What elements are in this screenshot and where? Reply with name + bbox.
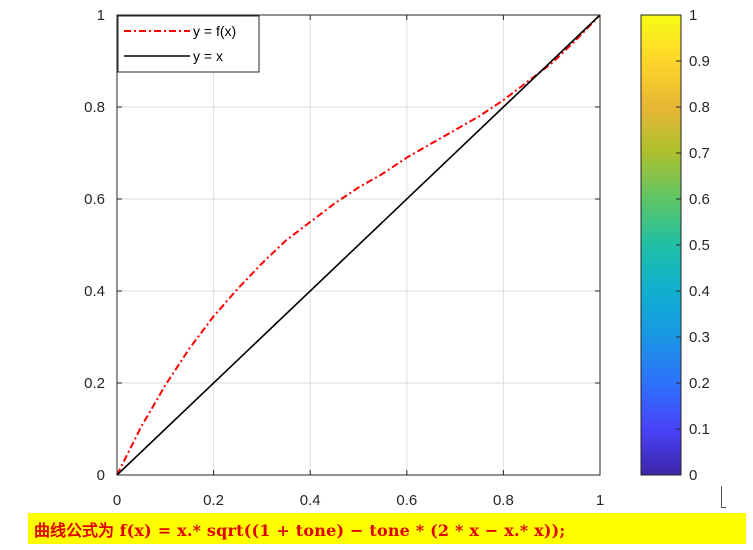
caption-formula: f(x) = x.* sqrt((1 + tone) − tone * (2 *… — [119, 521, 566, 540]
x-tick-label: 0.2 — [203, 492, 224, 509]
legend-box — [117, 15, 260, 73]
axes-box — [116, 14, 601, 476]
colorbar-tick-label: 0.7 — [689, 145, 710, 162]
legend-label: y = x — [193, 48, 223, 64]
plot-area: 0 0.2 0.4 0.6 0.8 1 0 0.2 0.4 0.6 0.8 1 — [84, 7, 604, 509]
colorbar-tick-label: 0.6 — [689, 191, 710, 208]
colorbar-tick-label: 0 — [689, 467, 697, 484]
colorbar-tick-label: 0.1 — [689, 421, 710, 438]
colorbar-tick-label: 0.3 — [689, 329, 710, 346]
colorbar-gradient — [640, 14, 682, 476]
x-tick-label: 0.4 — [300, 492, 321, 509]
colorbar-tick-label: 0.5 — [689, 237, 710, 254]
caption-prefix: 曲线公式为 — [34, 521, 120, 540]
y-tick-label: 0.4 — [84, 283, 105, 300]
x-tick-label: 0.6 — [396, 492, 417, 509]
x-axis-ticks: 0 0.2 0.4 0.6 0.8 1 — [113, 15, 604, 509]
x-tick-label: 0.8 — [493, 492, 514, 509]
x-tick-label: 0 — [113, 492, 121, 509]
y-tick-label: 0.8 — [84, 99, 105, 116]
colorbar-ticks: 0 0.1 0.2 0.3 0.4 0.5 0.6 0.7 0.8 0.9 1 — [676, 7, 710, 484]
y-axis-ticks: 0 0.2 0.4 0.6 0.8 1 — [84, 7, 600, 484]
x-tick-label: 1 — [596, 492, 604, 509]
y-tick-label: 1 — [97, 7, 105, 24]
y-tick-label: 0 — [97, 467, 105, 484]
colorbar-tick-label: 1 — [689, 7, 697, 24]
colorbar-tick-label: 0.9 — [689, 53, 710, 70]
y-tick-label: 0.2 — [84, 375, 105, 392]
legend[interactable]: y = f(x) y = x — [117, 15, 260, 73]
formula-caption: 曲线公式为 f(x) = x.* sqrt((1 + tone) − tone … — [28, 513, 746, 544]
grid-lines — [116, 14, 601, 476]
colorbar: 0 0.1 0.2 0.3 0.4 0.5 0.6 0.7 0.8 0.9 1 — [640, 7, 710, 484]
series-layer — [116, 14, 601, 476]
colorbar-tick-label: 0.4 — [689, 283, 710, 300]
legend-label: y = f(x) — [193, 23, 236, 39]
series-line-1 — [116, 14, 601, 476]
text-cursor-mark — [721, 486, 726, 508]
figure: 0 0.2 0.4 0.6 0.8 1 00.20.40.60.81 y = f(x)y … — [84, 7, 710, 509]
colorbar-tick-label: 0.2 — [689, 375, 710, 392]
y-tick-label: 0.6 — [84, 191, 105, 208]
colorbar-tick-label: 0.8 — [689, 99, 710, 116]
